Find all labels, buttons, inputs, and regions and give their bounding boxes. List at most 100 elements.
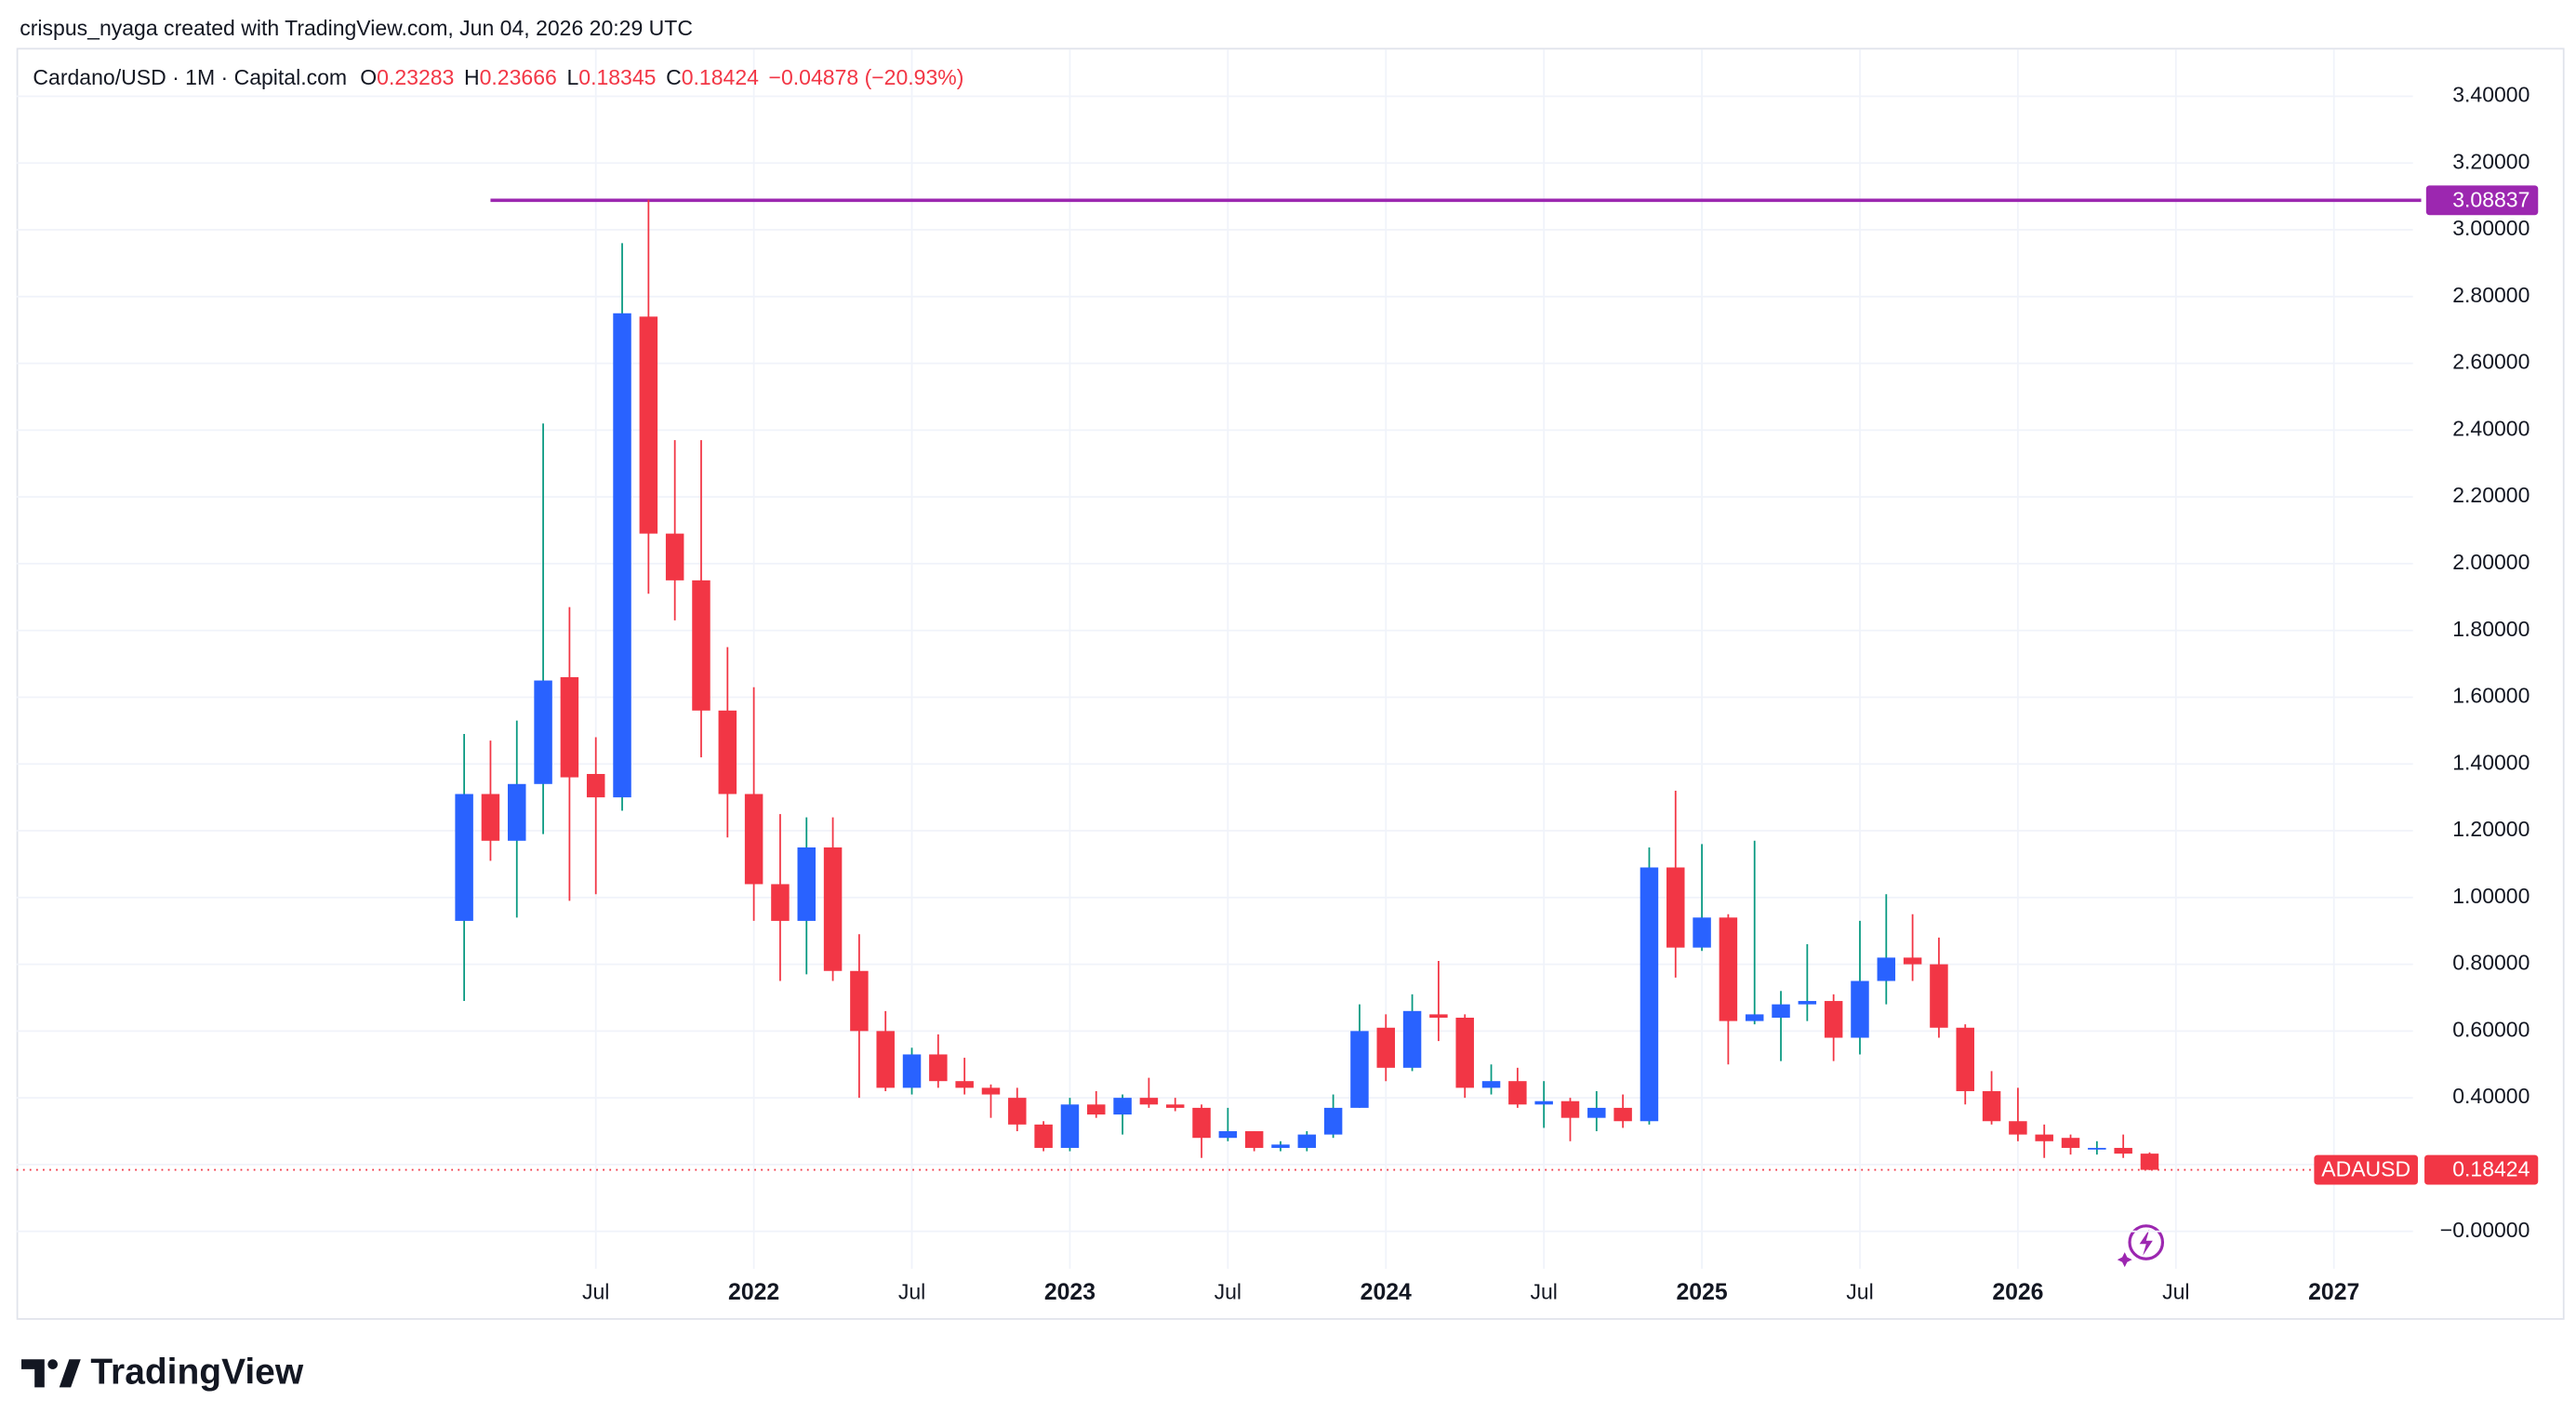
candle-body — [797, 847, 816, 921]
x-tick-label: 2026 — [1992, 1280, 2043, 1305]
candle-body — [2009, 1121, 2027, 1135]
candle-body — [1297, 1134, 1317, 1148]
candle-body — [1455, 1018, 1474, 1088]
candle-body — [1350, 1031, 1369, 1108]
current-price-box — [2424, 1154, 2539, 1185]
candle-body — [1798, 1001, 1817, 1005]
candle-body — [902, 1054, 922, 1088]
x-tick-label: Jul — [898, 1280, 925, 1304]
candle-body — [1244, 1131, 1264, 1148]
y-tick-label: 0.80000 — [2452, 951, 2530, 975]
candle-body — [1034, 1124, 1053, 1148]
candle-body — [1008, 1098, 1027, 1125]
y-tick-label: 3.20000 — [2452, 149, 2530, 173]
candle-body — [560, 676, 579, 778]
y-tick-label: 0.40000 — [2452, 1084, 2530, 1108]
brand: TradingView — [90, 1353, 303, 1393]
candle-body — [692, 580, 710, 711]
symbol-box — [2314, 1154, 2418, 1185]
candle-body — [1772, 1004, 1790, 1019]
x-tick-label: 2023 — [1044, 1280, 1095, 1305]
y-tick-label: 2.80000 — [2452, 283, 2530, 307]
legend-ohlc-value: 0.23666 — [480, 65, 557, 89]
candle-body — [1851, 980, 1869, 1038]
candle-body — [508, 783, 526, 841]
candle-body — [1903, 957, 1922, 965]
legend-title: Cardano/USD · 1M · Capital.com — [33, 65, 347, 89]
candle-body — [1613, 1107, 1632, 1122]
current-price-label: 0.18424 — [2452, 1157, 2530, 1181]
x-tick-label: Jul — [582, 1280, 609, 1304]
candle-body — [1693, 917, 1711, 948]
candle-body — [981, 1087, 1001, 1095]
candle-body — [639, 316, 658, 534]
candle-body — [955, 1081, 974, 1088]
candle-body — [1587, 1107, 1606, 1118]
candle-body — [1930, 964, 1948, 1028]
candle-body — [613, 313, 631, 798]
candle-body — [1113, 1098, 1132, 1115]
x-tick-label: Jul — [1846, 1280, 1873, 1304]
candle-body — [2114, 1147, 2132, 1154]
y-tick-label: 2.60000 — [2452, 350, 2530, 374]
candle-body — [1666, 867, 1685, 948]
y-tick-label: 3.40000 — [2452, 83, 2530, 107]
y-tick-label: 2.20000 — [2452, 483, 2530, 507]
credit: crispus_nyaga created with TradingView.c… — [20, 16, 693, 40]
candle-body — [1745, 1014, 1764, 1021]
hline-price-label: 3.08837 — [2452, 187, 2530, 211]
candle-body — [481, 794, 500, 841]
y-tick-label: 1.00000 — [2452, 884, 2530, 908]
candle-body — [2061, 1138, 2080, 1148]
candle-body — [850, 970, 869, 1032]
symbol-label: ADAUSD — [2321, 1157, 2410, 1181]
candle-body — [1271, 1144, 1290, 1148]
candle-body — [1165, 1104, 1185, 1108]
candle-body — [1087, 1104, 1106, 1115]
candle-body — [1640, 867, 1659, 1122]
candle-body — [744, 794, 764, 885]
candle-body — [1402, 1010, 1422, 1068]
legend-ohlc-key: C — [666, 65, 682, 89]
candle-body — [1323, 1107, 1343, 1135]
candle-body — [586, 774, 605, 798]
candle-body — [1481, 1081, 1501, 1088]
candle-body — [1824, 1001, 1843, 1038]
legend-ohlc-key: L — [566, 65, 578, 89]
legend-change: −0.04878 (−20.93%) — [769, 65, 964, 89]
chart-frame — [16, 47, 2565, 1320]
brand-logo — [21, 1359, 81, 1388]
candle-body — [1192, 1107, 1211, 1139]
legend-ohlc-value: 0.23283 — [377, 65, 454, 89]
candle-body — [1218, 1131, 1238, 1139]
legend-ohlc-value: 0.18424 — [682, 65, 759, 89]
y-tick-label: 0.60000 — [2452, 1017, 2530, 1041]
candle-body — [1376, 1027, 1395, 1068]
candle-body — [771, 884, 790, 921]
candle-body — [1719, 917, 1738, 1021]
candle-body — [665, 533, 684, 580]
candle-body — [455, 794, 473, 921]
y-tick-label: 1.20000 — [2452, 817, 2530, 841]
y-tick-label: 1.60000 — [2452, 684, 2530, 708]
candle-body — [929, 1054, 948, 1082]
y-tick-label: −0.00000 — [2440, 1218, 2530, 1242]
legend-header: Cardano/USD · 1M · Capital.com O0.23283 H0… — [33, 65, 963, 89]
x-tick-label: 2025 — [1677, 1280, 1728, 1305]
candle-body — [2088, 1147, 2106, 1150]
candle-body — [2140, 1154, 2159, 1170]
x-tick-label: Jul — [1530, 1280, 1557, 1304]
hline-price-box — [2425, 185, 2539, 216]
legend-ohlc-value: 0.18345 — [578, 65, 656, 89]
candle-body — [2035, 1134, 2053, 1141]
x-tick-label: 2027 — [2308, 1280, 2359, 1305]
candle-body — [1956, 1027, 1974, 1091]
candle-body — [1534, 1100, 1553, 1105]
lightning-icon — [2117, 1224, 2165, 1268]
candle-body — [1877, 957, 1896, 981]
candle-body — [1982, 1090, 2001, 1122]
x-tick-label: Jul — [2162, 1280, 2189, 1304]
